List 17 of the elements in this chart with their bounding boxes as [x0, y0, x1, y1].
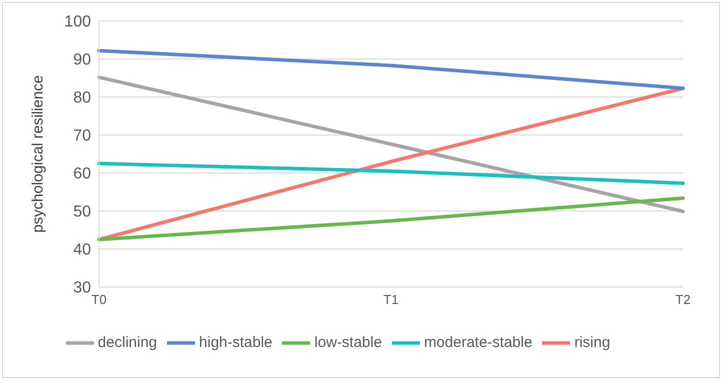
y-tick-label: 30	[73, 280, 92, 297]
y-tick-label: 60	[73, 166, 92, 183]
y-tick-label: 40	[73, 242, 92, 259]
y-tick-label: 90	[73, 52, 92, 69]
y-tick-label: 100	[64, 14, 92, 31]
y-axis-title: psychological resilience	[29, 75, 46, 233]
x-tick-label: T0	[91, 292, 107, 308]
y-tick-label: 50	[73, 204, 92, 221]
y-tick-label: 70	[73, 128, 92, 145]
legend-label: rising	[574, 334, 610, 351]
x-tick-label: T1	[383, 292, 399, 308]
x-tick-label: T2	[675, 292, 691, 308]
legend-label: moderate-stable	[424, 334, 532, 351]
y-tick-label: 80	[73, 90, 92, 107]
legend-label: declining	[98, 334, 158, 351]
legend-label: high-stable	[199, 334, 272, 351]
legend-label: low-stable	[314, 334, 382, 351]
